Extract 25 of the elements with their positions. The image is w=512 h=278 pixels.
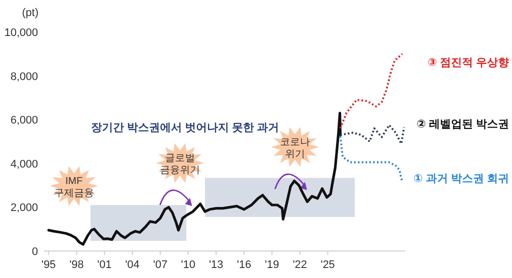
y-tick-label: 6,000 xyxy=(10,114,38,127)
x-tick-label: '95 xyxy=(41,259,56,271)
annotation: 글로벌 금융위기 xyxy=(160,153,200,176)
y-axis-title: (pt) xyxy=(22,7,38,19)
y-tick-label: 0 xyxy=(32,246,38,258)
text: ③ 점진적 우상향 xyxy=(428,56,509,69)
annotation: 장기간 박스권에서 벗어나지 못한 과거 xyxy=(90,122,280,134)
y-tick-label: 4,000 xyxy=(10,158,38,170)
x-tick-label: '10 xyxy=(181,259,196,271)
series-label: ② 레벨업된 박스권 xyxy=(416,118,509,130)
x-tick-label: '98 xyxy=(69,259,84,271)
y-tick-label: 8,000 xyxy=(10,70,38,83)
series-label: ① 과거 박스권 회귀 xyxy=(414,173,509,186)
x-tick-label: '13 xyxy=(208,259,224,271)
x-tick-label: '19 xyxy=(264,259,280,271)
x-tick-label: '04 xyxy=(125,259,140,271)
y-tick-label: 10,000 xyxy=(4,27,38,39)
y-tick-label: 2,000 xyxy=(10,202,38,214)
x-tick-label: '01 xyxy=(97,259,112,271)
annotation: 코로나 위기 xyxy=(280,137,310,160)
x-tick-label: '22 xyxy=(292,259,308,271)
x-tick-label: '25 xyxy=(320,259,335,271)
annotation: IMF 구제금융 xyxy=(54,176,94,199)
x-tick-label: '16 xyxy=(236,259,252,271)
x-tick-label: '07 xyxy=(153,259,168,271)
